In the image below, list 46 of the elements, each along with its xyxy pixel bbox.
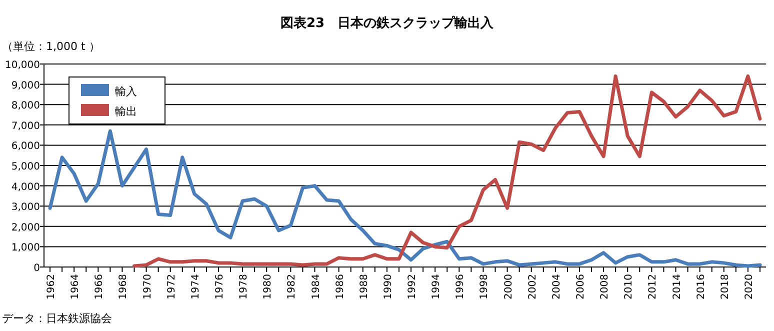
x-tick-label: 1974 (190, 274, 202, 300)
y-tick-label: 2,000 (11, 222, 40, 234)
chart-title: 図表23 日本の鉄スクラップ輸出入 (280, 15, 495, 31)
x-tick-label: 1966 (94, 274, 106, 300)
y-tick-label: 6,000 (11, 141, 40, 152)
x-tick-label: 1988 (358, 274, 370, 300)
x-tick-label: 1982 (286, 274, 298, 300)
x-tick-label: 1972 (166, 274, 178, 300)
legend-label: 輸入 (115, 85, 137, 98)
y-tick-label: 9,000 (11, 80, 40, 92)
x-tick-label: 2010 (624, 274, 635, 300)
x-tick-label: 1976 (214, 274, 226, 300)
y-tick-label: 8,000 (11, 100, 40, 112)
x-tick-label: 1986 (334, 274, 346, 300)
x-tick-label: 1992 (407, 274, 418, 300)
x-tick-label: 2018 (720, 274, 731, 300)
y-axis-title: （単位：1,000 t ） (2, 40, 100, 53)
y-tick-label: 7,000 (11, 120, 40, 132)
x-tick-label: 2008 (600, 274, 611, 300)
y-tick-label: 0 (34, 263, 40, 274)
x-tick-label: 2014 (672, 274, 683, 300)
text: データ：日本鉄源協会 (2, 312, 112, 325)
x-tick-label: 1978 (238, 274, 250, 300)
y-tick-label: 4,000 (11, 182, 40, 193)
x-tick-label: 2006 (575, 274, 586, 300)
x-tick-label: 1994 (431, 274, 442, 300)
x-tick-label: 1968 (118, 274, 130, 300)
y-tick-label: 5,000 (11, 162, 40, 172)
x-tick-label: 2016 (696, 274, 707, 300)
x-tick-label: 2012 (648, 274, 659, 300)
x-tick-label: 2004 (551, 274, 562, 300)
x-tick-label: 1984 (310, 274, 322, 300)
x-tick-label: 1964 (70, 274, 82, 300)
x-tick-label: 2002 (527, 274, 538, 300)
y-tick-label: 3,000 (11, 202, 40, 214)
x-tick-label: 1996 (455, 274, 466, 300)
x-tick-label: 1970 (142, 274, 154, 300)
x-tick-label: 1980 (262, 274, 274, 300)
legend-label: 輸出 (115, 105, 137, 118)
y-tick-label: 1,000 (11, 242, 40, 254)
x-tick-label: 1990 (382, 274, 394, 300)
x-tick-label: 2000 (503, 274, 514, 300)
x-tick-label: 1998 (479, 274, 490, 300)
y-tick-label: 10,000 (5, 60, 40, 71)
x-tick-label: 2020 (744, 274, 755, 300)
x-tick-label: 1962 (46, 274, 58, 300)
